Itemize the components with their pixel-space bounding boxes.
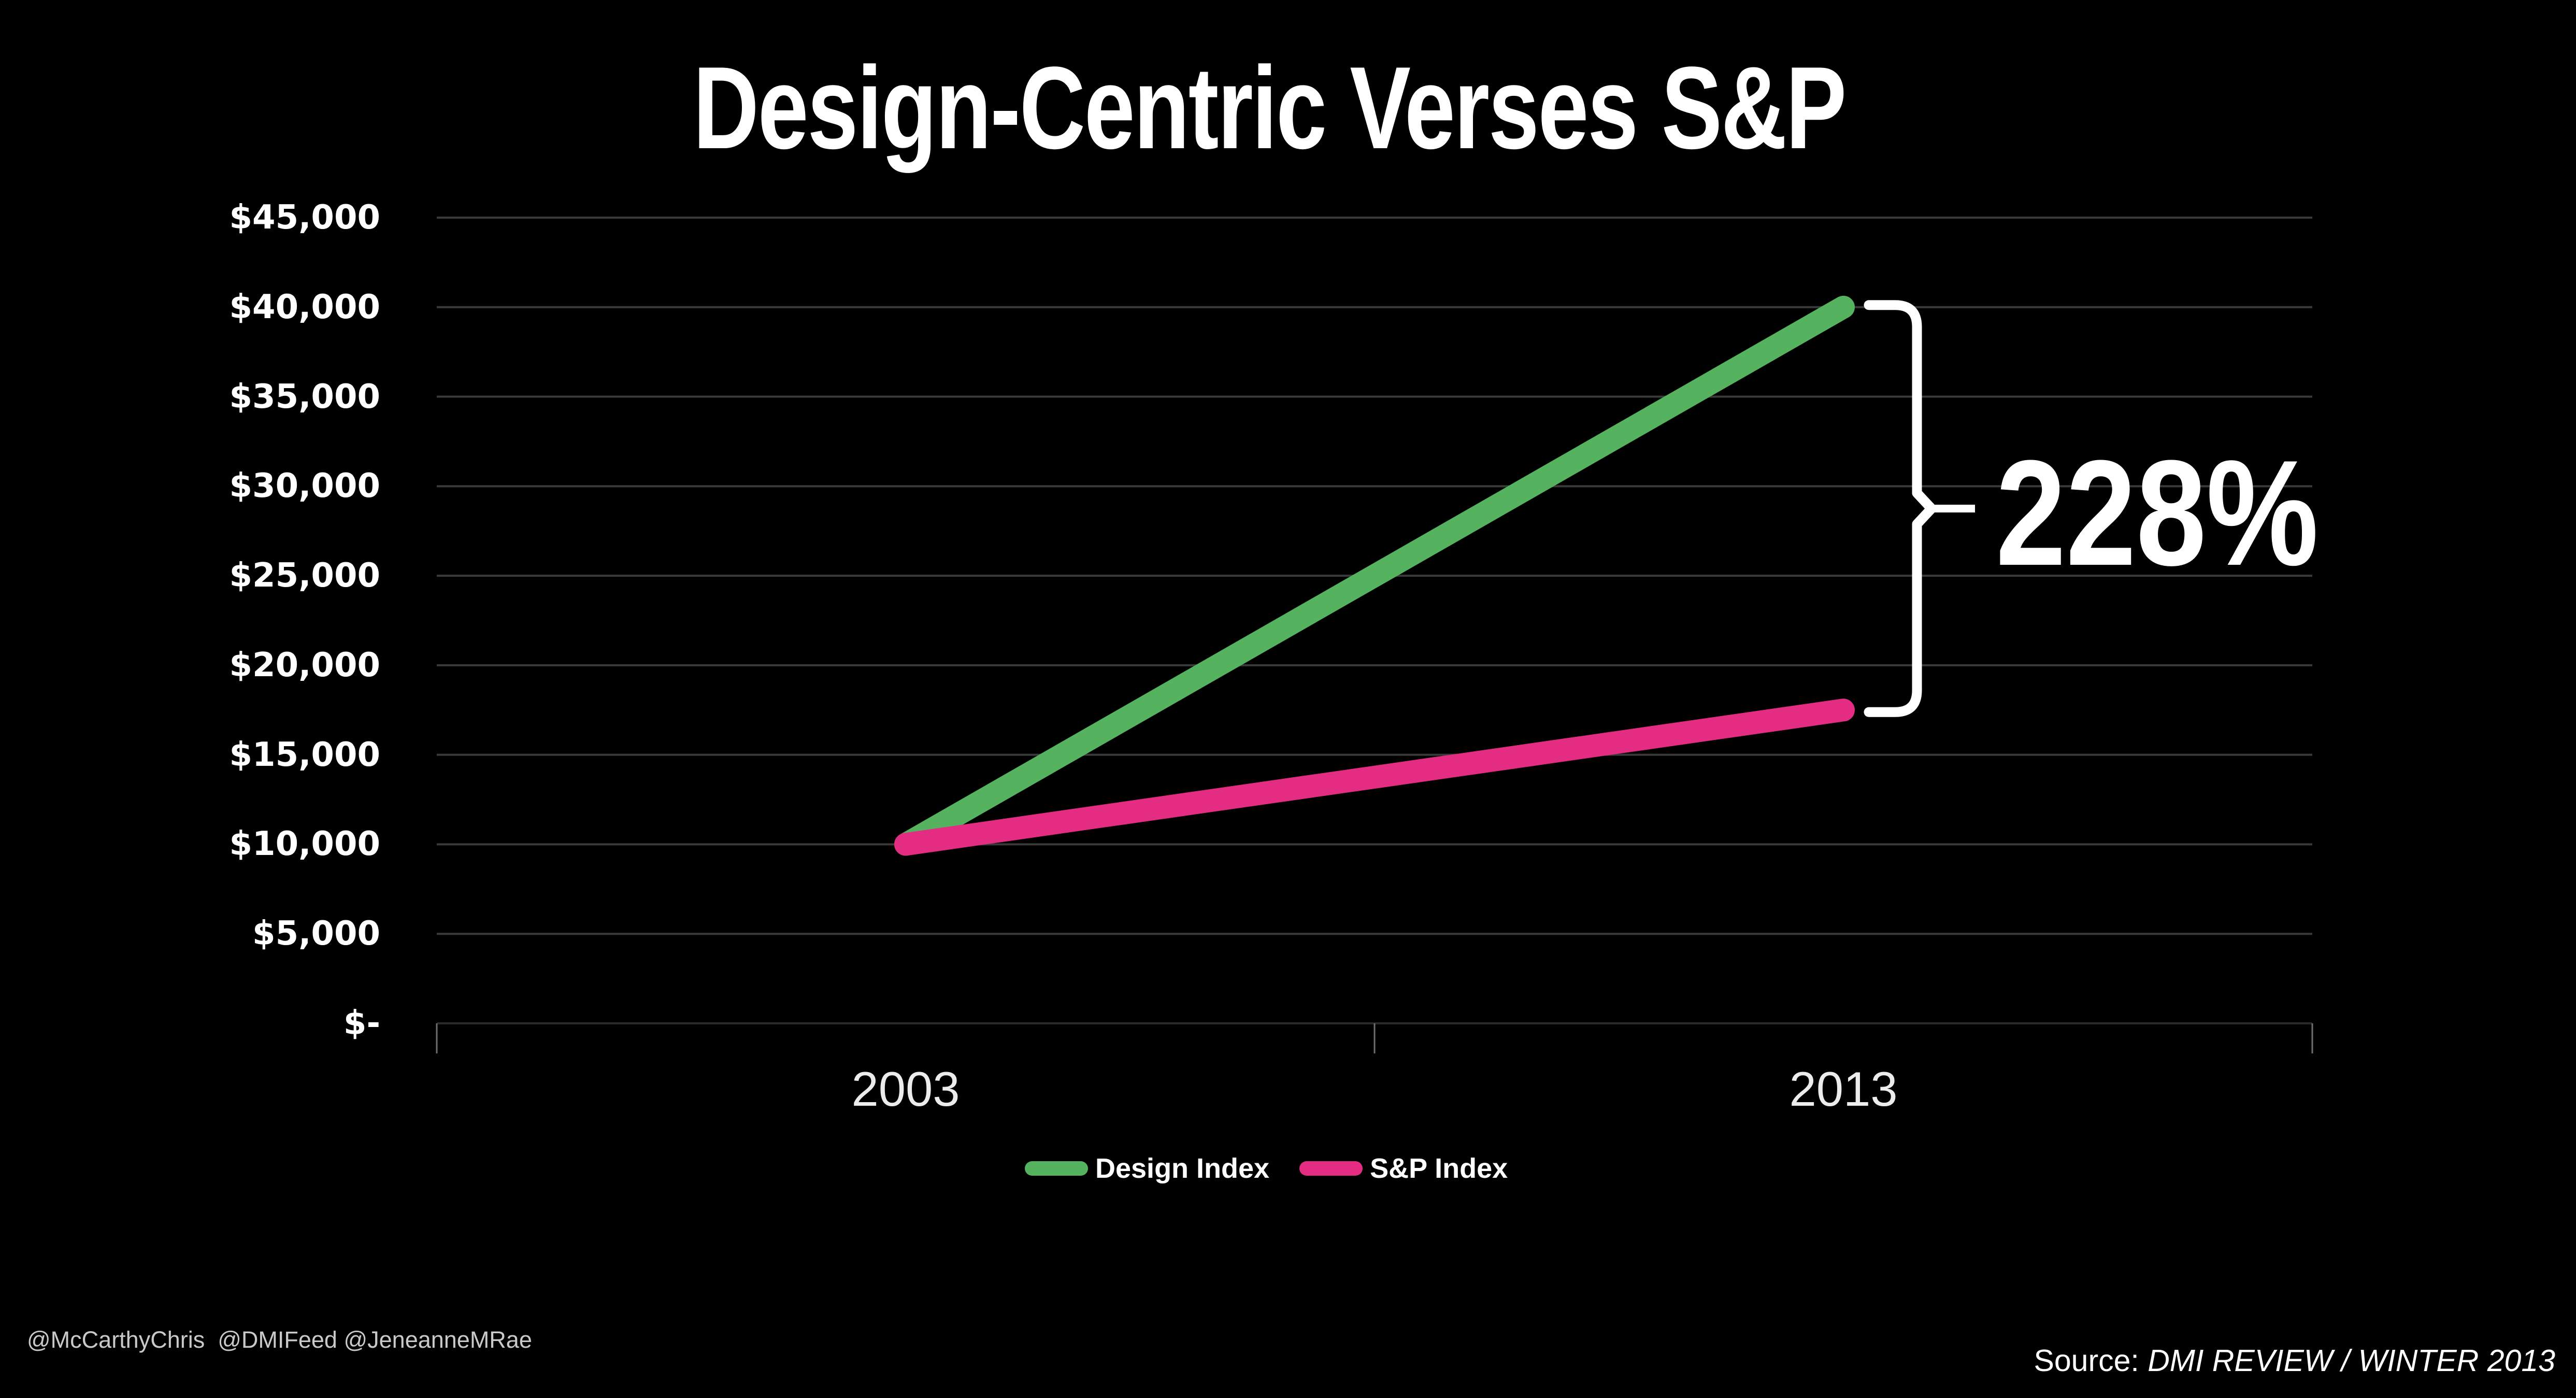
source-citation: DMI REVIEW / WINTER 2013	[2148, 1344, 2555, 1378]
y-axis-label: $45,000	[229, 198, 381, 237]
y-axis-label: $25,000	[229, 557, 381, 595]
x-axis-label: 2013	[1789, 1062, 1898, 1116]
legend-label-design-index: Design Index	[1095, 1153, 1270, 1184]
y-axis-label: $5,000	[252, 915, 380, 953]
y-axis-label: $20,000	[229, 646, 381, 684]
title-wrap: Design-Centric Verses S&P	[0, 40, 2539, 175]
source-credit: Source: DMI REVIEW / WINTER 2013	[2034, 1343, 2555, 1378]
legend-item-sp-index: S&P Index	[1299, 1152, 1508, 1185]
y-axis-label: $-	[343, 1004, 380, 1043]
sp-index-swatch-icon	[1299, 1161, 1363, 1176]
legend: Design Index S&P Index	[1025, 1152, 1508, 1185]
legend-label-sp-index: S&P Index	[1370, 1153, 1508, 1184]
series-line-s-p-index	[894, 698, 1855, 856]
chart-title: Design-Centric Verses S&P	[693, 42, 1847, 173]
y-axis-label: $30,000	[229, 467, 381, 506]
y-axis-label: $40,000	[229, 288, 381, 326]
series-line-design-index	[894, 295, 1855, 856]
legend-item-design-index: Design Index	[1025, 1152, 1269, 1185]
annotation-228-percent: 228%	[1996, 429, 2319, 597]
brace-bracket	[1864, 300, 1937, 717]
y-axis-label: $10,000	[229, 825, 381, 864]
design-index-swatch-icon	[1025, 1161, 1088, 1176]
twitter-handles: @McCarthyChris @DMIFeed @JeneanneMRae	[27, 1326, 532, 1353]
y-axis-label: $15,000	[229, 735, 381, 774]
x-axis-label: 2003	[851, 1062, 960, 1116]
source-prefix: Source:	[2034, 1344, 2148, 1378]
y-axis-label: $35,000	[229, 377, 381, 416]
